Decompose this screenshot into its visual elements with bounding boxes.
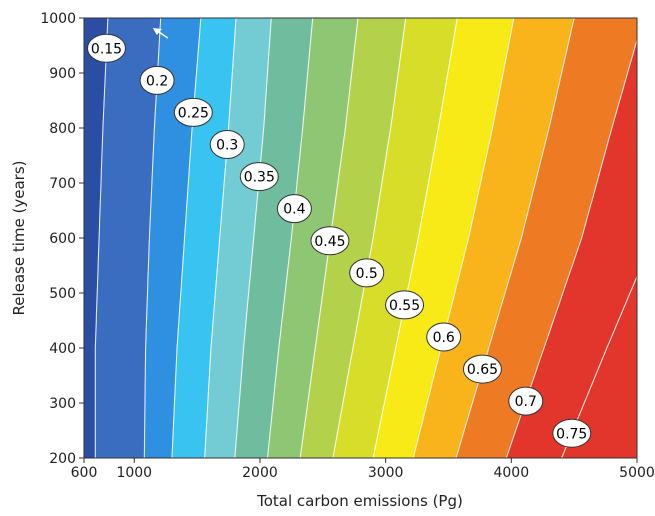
contour-label-bubble — [462, 354, 502, 384]
contour-label-0.75: 0.75 — [552, 418, 592, 448]
x-tick-label: 5000 — [619, 465, 655, 481]
x-tick-label: 1000 — [116, 465, 152, 481]
contour-line-0.7 — [505, 38, 637, 458]
contour-label-text: 0.6 — [433, 330, 455, 346]
x-axis-title: Total carbon emissions (Pg) — [256, 492, 463, 510]
contour-label-0.45: 0.45 — [310, 226, 350, 256]
contour-label-bubble — [239, 162, 279, 192]
contour-label-text: 0.45 — [314, 234, 345, 250]
y-tick-label: 600 — [49, 231, 76, 247]
x-tick-label: 4000 — [493, 465, 529, 481]
contour-label-bubble — [426, 322, 462, 352]
contour-label-bubble — [139, 65, 175, 95]
contour-label-text: 0.2 — [146, 73, 168, 89]
y-tick-label: 700 — [49, 176, 76, 192]
y-tick-label: 200 — [49, 451, 76, 467]
contour-lines — [94, 18, 637, 458]
y-tick-label: 400 — [49, 341, 76, 357]
contour-line-0.4 — [266, 18, 314, 458]
contour-line-0.3 — [204, 18, 237, 458]
x-tick-label: 600 — [71, 465, 98, 481]
contour-line-0.15 — [94, 18, 109, 458]
contour-line-0.35 — [234, 18, 272, 458]
y-tick-label: 300 — [49, 396, 76, 412]
contour-label-text: 0.15 — [91, 41, 122, 57]
contour-label-text: 0.65 — [467, 362, 498, 378]
arrow-annotation — [152, 28, 169, 39]
contour-label-0.35: 0.35 — [239, 162, 279, 192]
contour-labels: 0.15 0.2 0.25 0.3 0.35 0.4 0.45 0.5 0.55 0.6 0.65 0… — [86, 33, 592, 448]
contour-label-text: 0.55 — [389, 298, 420, 314]
y-tick-label: 900 — [49, 66, 76, 82]
contour-label-bubble — [173, 97, 213, 127]
contour-label-text: 0.4 — [283, 202, 305, 218]
axes: 600 1000 2000 3000 4000 5000 200 300 400 500 600 70… — [40, 11, 654, 481]
contour-line-0.5 — [332, 18, 407, 458]
contour-label-text: 0.75 — [556, 426, 587, 442]
contour-label-bubble — [385, 290, 425, 320]
contour-line-0.75 — [561, 275, 637, 458]
contour-line-0.55 — [372, 18, 458, 458]
contour-label-text: 0.35 — [244, 170, 275, 186]
contour-label-0.15: 0.15 — [86, 33, 126, 63]
contour-label-text: 0.25 — [178, 105, 209, 121]
contour-label-0.55: 0.55 — [385, 290, 425, 320]
y-tick-label: 800 — [49, 121, 76, 137]
contour-label-bubble — [310, 226, 350, 256]
contour-label-0.6: 0.6 — [426, 322, 462, 352]
contour-line-0.65 — [455, 18, 575, 458]
contour-label-bubble — [209, 130, 245, 159]
contour-label-bubble — [86, 33, 126, 63]
y-tick-label: 1000 — [40, 11, 76, 27]
contour-label-0.4: 0.4 — [276, 194, 312, 224]
contour-label-text: 0.5 — [356, 266, 378, 282]
contour-label-text: 0.7 — [515, 394, 537, 410]
contour-label-0.7: 0.7 — [508, 386, 544, 416]
contour-line-0.25 — [171, 18, 202, 458]
contour-label-bubble — [552, 418, 592, 448]
x-tick-label: 3000 — [368, 465, 404, 481]
contour-label-bubble — [508, 386, 544, 416]
contour-label-0.5: 0.5 — [349, 258, 385, 288]
x-tick-label: 2000 — [242, 465, 278, 481]
y-axis-title: Release time (years) — [10, 160, 28, 315]
contour-label-0.3: 0.3 — [209, 130, 245, 159]
contour-label-bubble — [349, 258, 385, 288]
contour-bands — [84, 18, 637, 458]
y-tick-label: 500 — [49, 286, 76, 302]
contour-line-0.6 — [412, 18, 515, 458]
contour-label-0.25: 0.25 — [173, 97, 213, 127]
contour-label-bubble — [276, 194, 312, 224]
contour-label-text: 0.3 — [216, 138, 238, 154]
contour-label-0.2: 0.2 — [139, 65, 175, 95]
arrow-head — [152, 28, 162, 35]
contour-label-0.65: 0.65 — [462, 354, 502, 384]
